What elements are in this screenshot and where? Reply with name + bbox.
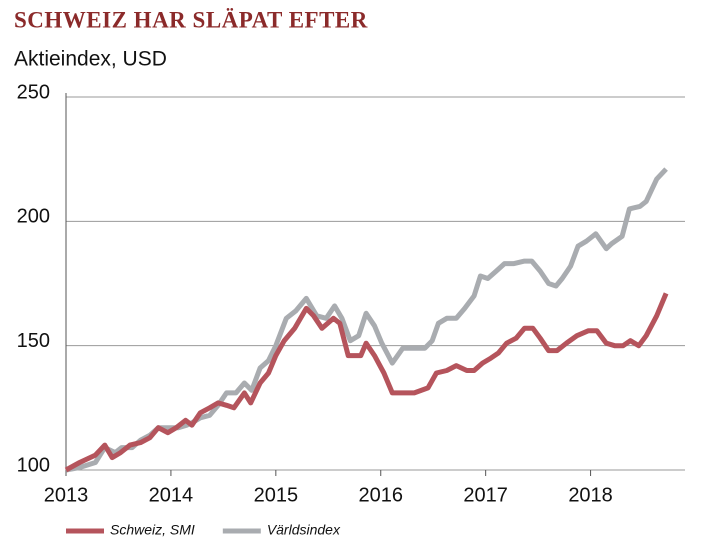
x-tick-label: 2013 <box>44 484 89 506</box>
x-tick-label: 2014 <box>149 484 194 506</box>
x-tick-label: 2018 <box>568 484 613 506</box>
legend-label: Världsindex <box>267 522 341 538</box>
x-tick-label: 2015 <box>254 484 299 506</box>
legend-label: Schweiz, SMI <box>110 522 195 538</box>
x-tick-label: 2016 <box>358 484 403 506</box>
line-series <box>64 292 669 473</box>
y-tick-label: 200 <box>17 206 50 228</box>
y-tick-label: 150 <box>17 330 50 352</box>
y-tick-label: 100 <box>17 454 50 476</box>
line-series <box>65 167 668 473</box>
y-tick-label: 250 <box>17 81 50 103</box>
chart-title: SCHWEIZ HAR SLÄPAT EFTER <box>14 7 368 32</box>
x-tick-label: 2017 <box>463 484 508 506</box>
chart-subtitle: Aktieindex, USD <box>14 48 167 71</box>
